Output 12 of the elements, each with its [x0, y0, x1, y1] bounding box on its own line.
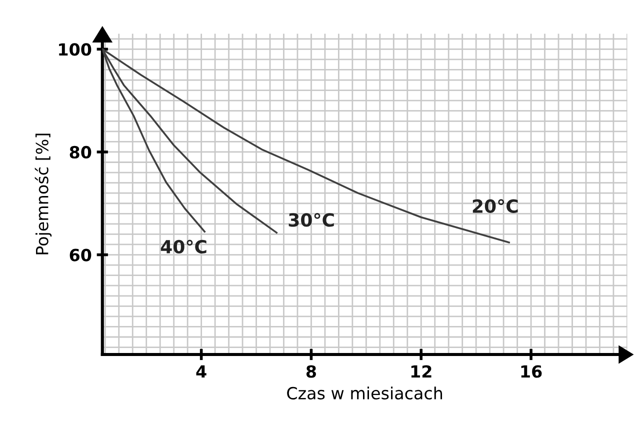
series-label: 20°C [472, 199, 518, 213]
y-tick-label: 60 [70, 248, 92, 262]
series-label: 40°C [160, 240, 206, 254]
x-tick-label: 8 [306, 365, 316, 378]
series-label: 30°C [288, 213, 334, 227]
x-tick-label: 16 [521, 365, 542, 378]
y-tick-label: 80 [70, 146, 92, 159]
x-tick-label: 12 [411, 365, 432, 378]
x-tick-label: 4 [196, 365, 206, 378]
y-axis-title: Pojemność [%] [34, 134, 52, 254]
x-axis-title: Czas w miesiacach [287, 386, 442, 400]
y-tick-label: 100 [59, 43, 92, 56]
